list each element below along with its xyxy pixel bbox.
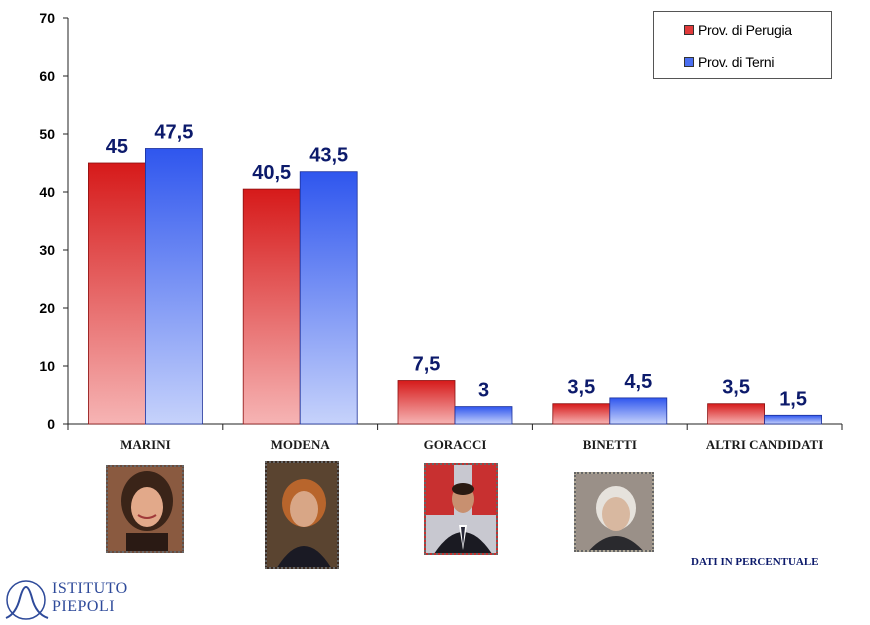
legend-item-terni: Prov. di Terni <box>684 54 775 70</box>
data-label: 43,5 <box>309 145 348 167</box>
logo-line2: PIEPOLI <box>52 598 116 615</box>
legend-swatch-blue <box>684 57 694 67</box>
portrait-man-icon <box>426 465 496 553</box>
legend-label-terni: Prov. di Terni <box>698 54 775 70</box>
data-label: 40,5 <box>252 162 291 184</box>
bar-terni <box>299 171 358 425</box>
logo-icon <box>5 580 49 620</box>
data-label: 3,5 <box>722 377 750 399</box>
logo-line1: ISTITUTO <box>52 580 128 597</box>
legend-item-perugia: Prov. di Perugia <box>684 22 792 38</box>
bar-perugia <box>707 403 765 425</box>
data-label: 3,5 <box>567 377 595 399</box>
data-label: 45 <box>106 136 128 158</box>
portrait-woman-icon <box>108 467 182 551</box>
y-tick-label: 70 <box>39 10 55 26</box>
portrait-woman-icon <box>576 474 652 550</box>
y-tick-label: 50 <box>39 126 55 142</box>
bar-terni <box>609 397 668 425</box>
y-tick-label: 60 <box>39 68 55 84</box>
data-label: 4,5 <box>624 371 652 393</box>
bar-perugia <box>88 162 146 425</box>
y-tick-label: 20 <box>39 300 55 316</box>
bar-perugia <box>242 188 301 425</box>
portrait-woman-icon <box>267 463 337 567</box>
bar-terni <box>764 414 822 425</box>
bar-terni <box>144 148 203 425</box>
y-tick-label: 10 <box>39 358 55 374</box>
photo-marini <box>106 465 184 553</box>
bar-terni <box>454 406 513 425</box>
chart-legend: Prov. di Perugia Prov. di Terni <box>653 11 832 79</box>
data-label: 7,5 <box>413 354 441 376</box>
x-category-label: MODENA <box>271 437 331 452</box>
data-label: 1,5 <box>779 388 807 410</box>
photo-modena <box>265 461 339 569</box>
y-tick-label: 30 <box>39 242 55 258</box>
y-tick-label: 40 <box>39 184 55 200</box>
x-category-label: GORACCI <box>424 437 487 452</box>
x-category-label: MARINI <box>120 437 171 452</box>
photo-binetti <box>574 472 654 552</box>
data-label: 47,5 <box>154 122 193 144</box>
photo-goracci <box>424 463 498 555</box>
bar-perugia <box>397 380 456 425</box>
x-category-label: ALTRI CANDIDATI <box>706 437 823 452</box>
bar-perugia <box>552 403 611 425</box>
data-label: 3 <box>478 380 489 402</box>
logo-istituto-piepoli: ISTITUTO PIEPOLI <box>4 576 134 622</box>
legend-swatch-red <box>684 25 694 35</box>
x-category-label: BINETTI <box>583 437 637 452</box>
percent-note: DATI IN PERCENTUALE <box>691 556 819 568</box>
legend-label-perugia: Prov. di Perugia <box>698 22 792 38</box>
y-tick-label: 0 <box>47 416 55 432</box>
